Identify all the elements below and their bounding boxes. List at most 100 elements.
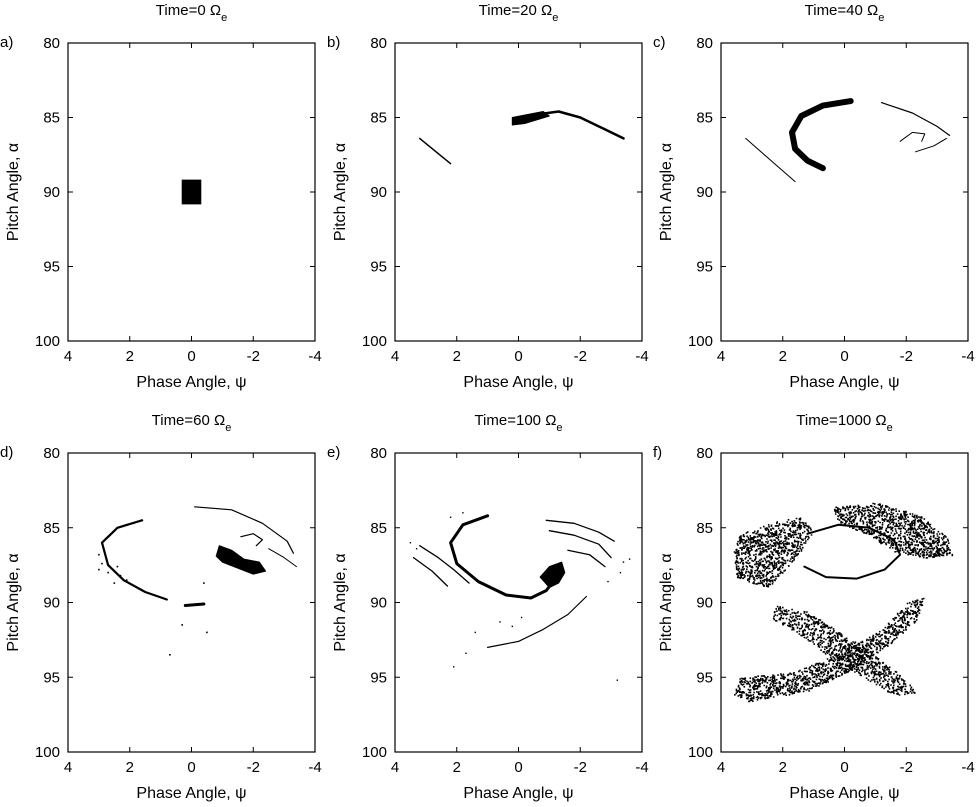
x-tick-label: 2 — [126, 759, 134, 776]
chart-title: Time=1000 Ωe — [796, 412, 892, 434]
y-tick-label: 90 — [696, 595, 713, 612]
axes-box — [394, 452, 643, 753]
data-filament — [412, 556, 449, 587]
data-point — [465, 652, 467, 654]
data-blob — [539, 561, 566, 588]
data-filament — [915, 137, 947, 153]
data-point — [116, 565, 119, 568]
y-tick-label: 85 — [370, 110, 387, 127]
data-filament — [789, 98, 854, 172]
data-point — [619, 571, 622, 574]
chart-title: Time=20 Ωe — [479, 2, 559, 24]
y-tick-label: 90 — [370, 184, 387, 201]
y-tick-label: 85 — [43, 110, 60, 127]
data-filament — [487, 595, 587, 648]
data-filament — [419, 545, 470, 584]
x-tick-label: -2 — [574, 348, 587, 365]
data-point — [101, 562, 103, 565]
x-tick-label: 2 — [453, 348, 461, 365]
y-tick-label: 85 — [43, 520, 60, 537]
data-layer — [733, 502, 954, 703]
x-tick-label: -4 — [961, 348, 974, 365]
data-cloud — [734, 597, 925, 703]
panel-d: 4 2 0 -2 -4 80 85 90 95 100 Time=60 Ωe d) Phase Angl… — [0, 412, 322, 802]
panel-label: d) — [0, 444, 13, 461]
x-tick-label: -2 — [247, 759, 260, 776]
y-tick-label: 100 — [688, 333, 713, 350]
x-tick-label: 4 — [391, 348, 399, 365]
data-filament — [240, 533, 264, 547]
x-tick-label: 0 — [840, 759, 848, 776]
axes-box — [720, 42, 969, 342]
data-point — [125, 579, 128, 581]
data-point — [113, 582, 116, 584]
x-tick-label: -2 — [574, 759, 587, 776]
data-layer — [98, 506, 297, 656]
y-tick-label: 80 — [370, 445, 387, 462]
data-blob — [181, 179, 202, 205]
data-filament — [548, 530, 612, 559]
x-tick-label: 4 — [717, 759, 725, 776]
data-filament — [100, 519, 168, 601]
x-tick-label: 2 — [453, 759, 461, 776]
data-blob — [215, 545, 267, 575]
data-layer — [418, 110, 625, 165]
data-layer — [409, 512, 631, 681]
x-tick-label: 0 — [187, 759, 195, 776]
data-point — [474, 631, 476, 634]
y-tick-label: 80 — [43, 35, 60, 52]
panel-a: 4 2 0 -2 -4 80 85 90 95 100 Time=0 Ωe a) Phase Angle… — [0, 2, 322, 391]
x-axis-label: Phase Angle, ψ — [463, 785, 573, 802]
y-tick-label: 95 — [370, 259, 387, 276]
data-layer — [745, 98, 951, 183]
data-point — [607, 580, 609, 583]
x-tick-label: -2 — [247, 348, 260, 365]
x-axis-label: Phase Angle, ψ — [136, 374, 246, 391]
y-tick-label: 80 — [696, 445, 713, 462]
panel-label: e) — [327, 444, 340, 461]
x-tick-label: -4 — [961, 759, 974, 776]
data-filament — [899, 131, 926, 142]
y-tick-label: 85 — [370, 520, 387, 537]
x-tick-label: 4 — [64, 759, 72, 776]
x-axis-label: Phase Angle, ψ — [789, 374, 899, 391]
data-point — [203, 582, 205, 584]
y-tick-label: 80 — [43, 445, 60, 462]
x-tick-label: 2 — [126, 348, 134, 365]
chart-title: Time=0 Ωe — [156, 2, 227, 24]
x-tick-label: 4 — [391, 759, 399, 776]
y-tick-label: 90 — [43, 595, 60, 612]
y-tick-label: 95 — [696, 259, 713, 276]
panel-f: 4 2 0 -2 -4 80 85 90 95 100 Time=1000 Ωe f) Phase An… — [653, 412, 975, 802]
chart-title: Time=60 Ωe — [152, 412, 232, 434]
x-tick-label: 0 — [840, 348, 848, 365]
x-tick-label: -4 — [308, 759, 321, 776]
y-axis-label: Pitch Angle, α — [5, 553, 22, 651]
panel-label: f) — [653, 444, 662, 461]
axes-box — [394, 42, 643, 342]
y-tick-label: 95 — [43, 259, 60, 276]
x-axis-label: Phase Angle, ψ — [463, 374, 573, 391]
data-filament — [745, 137, 796, 183]
data-point — [628, 558, 631, 560]
y-tick-label: 100 — [362, 333, 387, 350]
y-tick-label: 100 — [35, 744, 60, 761]
y-tick-label: 90 — [696, 184, 713, 201]
panel-label: c) — [653, 34, 666, 51]
y-tick-label: 100 — [362, 744, 387, 761]
data-point — [119, 574, 122, 577]
y-axis-label: Pitch Angle, α — [658, 143, 675, 241]
data-filament — [268, 548, 297, 568]
axes-box — [720, 452, 969, 753]
chart-title: Time=100 Ωe — [474, 412, 562, 434]
data-filament — [418, 137, 452, 165]
x-axis-label: Phase Angle, ψ — [136, 785, 246, 802]
x-tick-label: 0 — [514, 759, 522, 776]
data-point — [415, 548, 418, 550]
chart-title: Time=40 Ωe — [805, 2, 885, 24]
data-filament — [545, 519, 615, 542]
x-tick-label: -2 — [900, 759, 913, 776]
data-point — [98, 568, 100, 571]
x-tick-label: 2 — [779, 348, 787, 365]
data-point — [622, 561, 625, 563]
